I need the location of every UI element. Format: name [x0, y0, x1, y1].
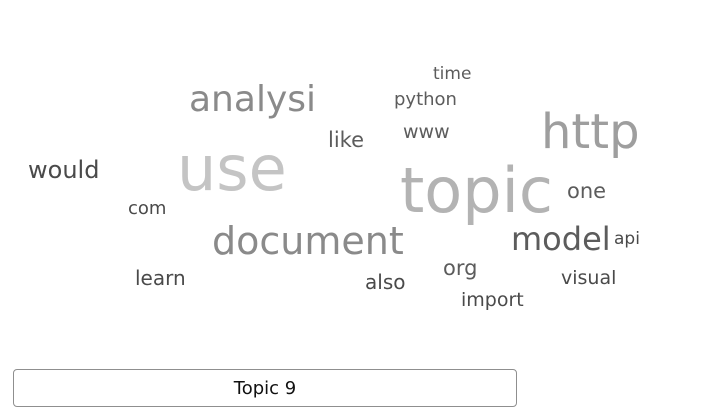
word-model: model [511, 220, 611, 258]
word-like: like [328, 128, 365, 152]
word-use: use [177, 132, 287, 205]
word-analysi: analysi [189, 79, 317, 120]
word-document: document [212, 219, 404, 263]
word-python: python [394, 89, 457, 110]
word-learn: learn [135, 266, 186, 290]
word-com: com [128, 198, 167, 219]
word-one: one [567, 179, 607, 203]
word-org: org [443, 256, 478, 280]
word-topic: topic [400, 154, 553, 227]
word-cloud: time python analysi www http like would … [28, 64, 640, 311]
word-http: http [541, 104, 640, 160]
word-visual: visual [561, 267, 617, 289]
topic-select[interactable]: Topic 9 [13, 369, 517, 407]
word-would: would [28, 156, 100, 184]
word-www: www [403, 121, 450, 143]
word-import: import [461, 289, 524, 311]
word-time: time [433, 64, 472, 84]
word-api: api [614, 229, 640, 249]
topic-select-value: Topic 9 [233, 377, 297, 399]
word-also: also [365, 270, 406, 294]
